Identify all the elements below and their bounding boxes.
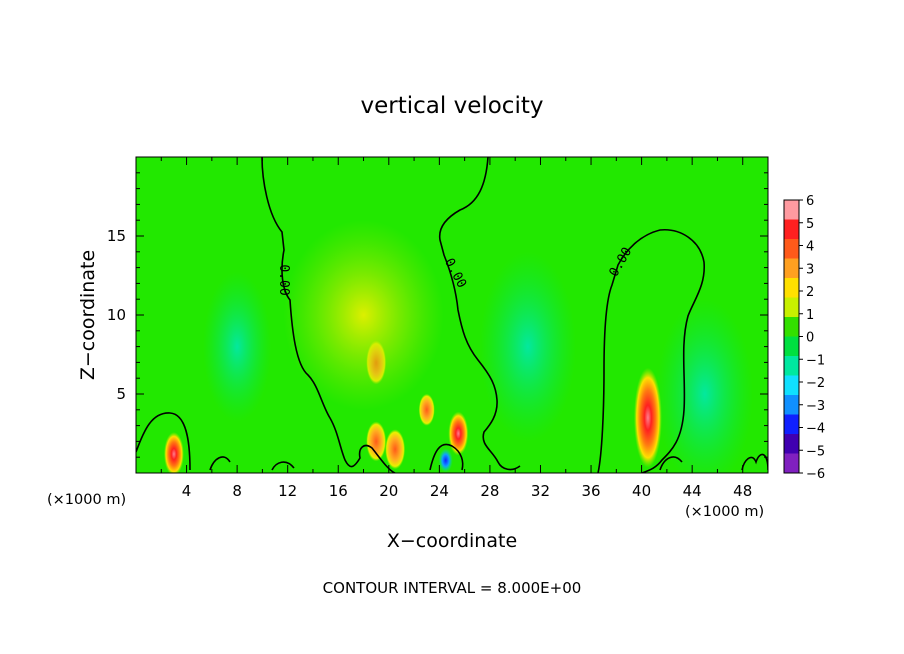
colorbar-label: −2 <box>806 376 825 391</box>
contour-line-1 <box>261 157 396 473</box>
colorbar-segment <box>784 356 799 376</box>
colorbar-label: −1 <box>806 353 825 368</box>
x-tick-label: 12 <box>278 482 297 500</box>
x-unit-label-right: (×1000 m) <box>685 504 764 520</box>
x-tick-label: 48 <box>733 482 752 500</box>
contour-line-8 <box>659 456 683 471</box>
contour-line-6 <box>271 461 295 471</box>
contour-line-3 <box>597 229 705 473</box>
colorbar-segment <box>784 375 799 396</box>
x-tick-label: 40 <box>632 482 651 500</box>
x-tick-label: 4 <box>182 482 192 500</box>
x-axis-title: X−coordinate <box>387 530 517 552</box>
colorbar-segment <box>784 297 799 318</box>
colorbar-label: 5 <box>806 217 814 232</box>
field-feature-6 <box>448 411 469 456</box>
x-tick-label: 44 <box>683 482 702 500</box>
colorbar-label: −4 <box>806 422 825 437</box>
colorbar-label: 4 <box>806 240 814 255</box>
x-tick-label: 16 <box>329 482 348 500</box>
colorbar-segment <box>784 414 799 435</box>
y-tick-label: 10 <box>107 306 126 324</box>
contour-line-2 <box>438 157 521 471</box>
colorbar-label: 3 <box>806 262 814 277</box>
y-tick-label: 15 <box>107 227 126 245</box>
y-axis: 5 10 15 <box>107 172 768 458</box>
x-tick-label: 32 <box>531 482 550 500</box>
colorbar-segment <box>784 200 799 220</box>
field-feature-10 <box>479 251 576 442</box>
field-feature-5 <box>418 393 435 426</box>
field-features <box>163 220 753 473</box>
field-feature-7 <box>438 448 453 473</box>
colorbar-segment <box>784 317 799 337</box>
contour-line-4 <box>136 412 191 471</box>
chart-title: vertical velocity <box>361 93 544 119</box>
field-feature-3 <box>366 421 387 462</box>
x-tick-label: 20 <box>379 482 398 500</box>
colorbar-segment <box>784 434 799 454</box>
contour-interval-note: CONTOUR INTERVAL = 8.000E+00 <box>323 579 582 597</box>
colorbar-segment <box>784 395 799 415</box>
x-unit-label-left: (×1000 m) <box>47 492 126 508</box>
field-feature-1 <box>163 432 184 473</box>
y-tick-label: 5 <box>116 385 126 403</box>
contour-line-7 <box>429 443 464 471</box>
field-feature-9 <box>283 220 444 410</box>
colorbar-label: −6 <box>806 467 825 482</box>
x-tick-label: 24 <box>430 482 449 500</box>
colorbar: 6 5 4 3 2 1 0 −1 −2 −3 −4 −5 −6 <box>783 194 825 482</box>
heatmap-field <box>136 157 768 473</box>
contour-line-5 <box>209 456 231 471</box>
zero-contours <box>136 157 768 473</box>
field-feature-12 <box>203 271 272 422</box>
colorbar-segment <box>784 278 799 298</box>
y-axis-title: Z−coordinate <box>77 250 99 380</box>
x-tick-label: 28 <box>480 482 499 500</box>
contour-label-1: 0.00 <box>276 264 291 295</box>
colorbar-segment <box>784 219 799 240</box>
colorbar-segment <box>784 239 799 259</box>
field-feature-4 <box>385 429 406 470</box>
contour-line-9 <box>741 453 768 471</box>
colorbar-label: 6 <box>806 194 814 209</box>
colorbar-segment <box>784 336 799 357</box>
colorbar-label: −3 <box>806 399 825 414</box>
x-tick-label: 36 <box>581 482 600 500</box>
colorbar-label: 2 <box>806 285 814 300</box>
field-feature-8 <box>633 367 662 468</box>
x-axis: 4 8 12 16 20 24 28 32 36 40 44 48 <box>160 157 752 500</box>
field-feature-11 <box>656 299 753 473</box>
colorbar-label: −5 <box>806 444 825 459</box>
x-tick-label: 8 <box>232 482 242 500</box>
colorbar-segment <box>784 258 799 279</box>
colorbar-label: 1 <box>806 308 814 323</box>
colorbar-label: 0 <box>806 331 814 346</box>
colorbar-segment <box>784 453 799 474</box>
